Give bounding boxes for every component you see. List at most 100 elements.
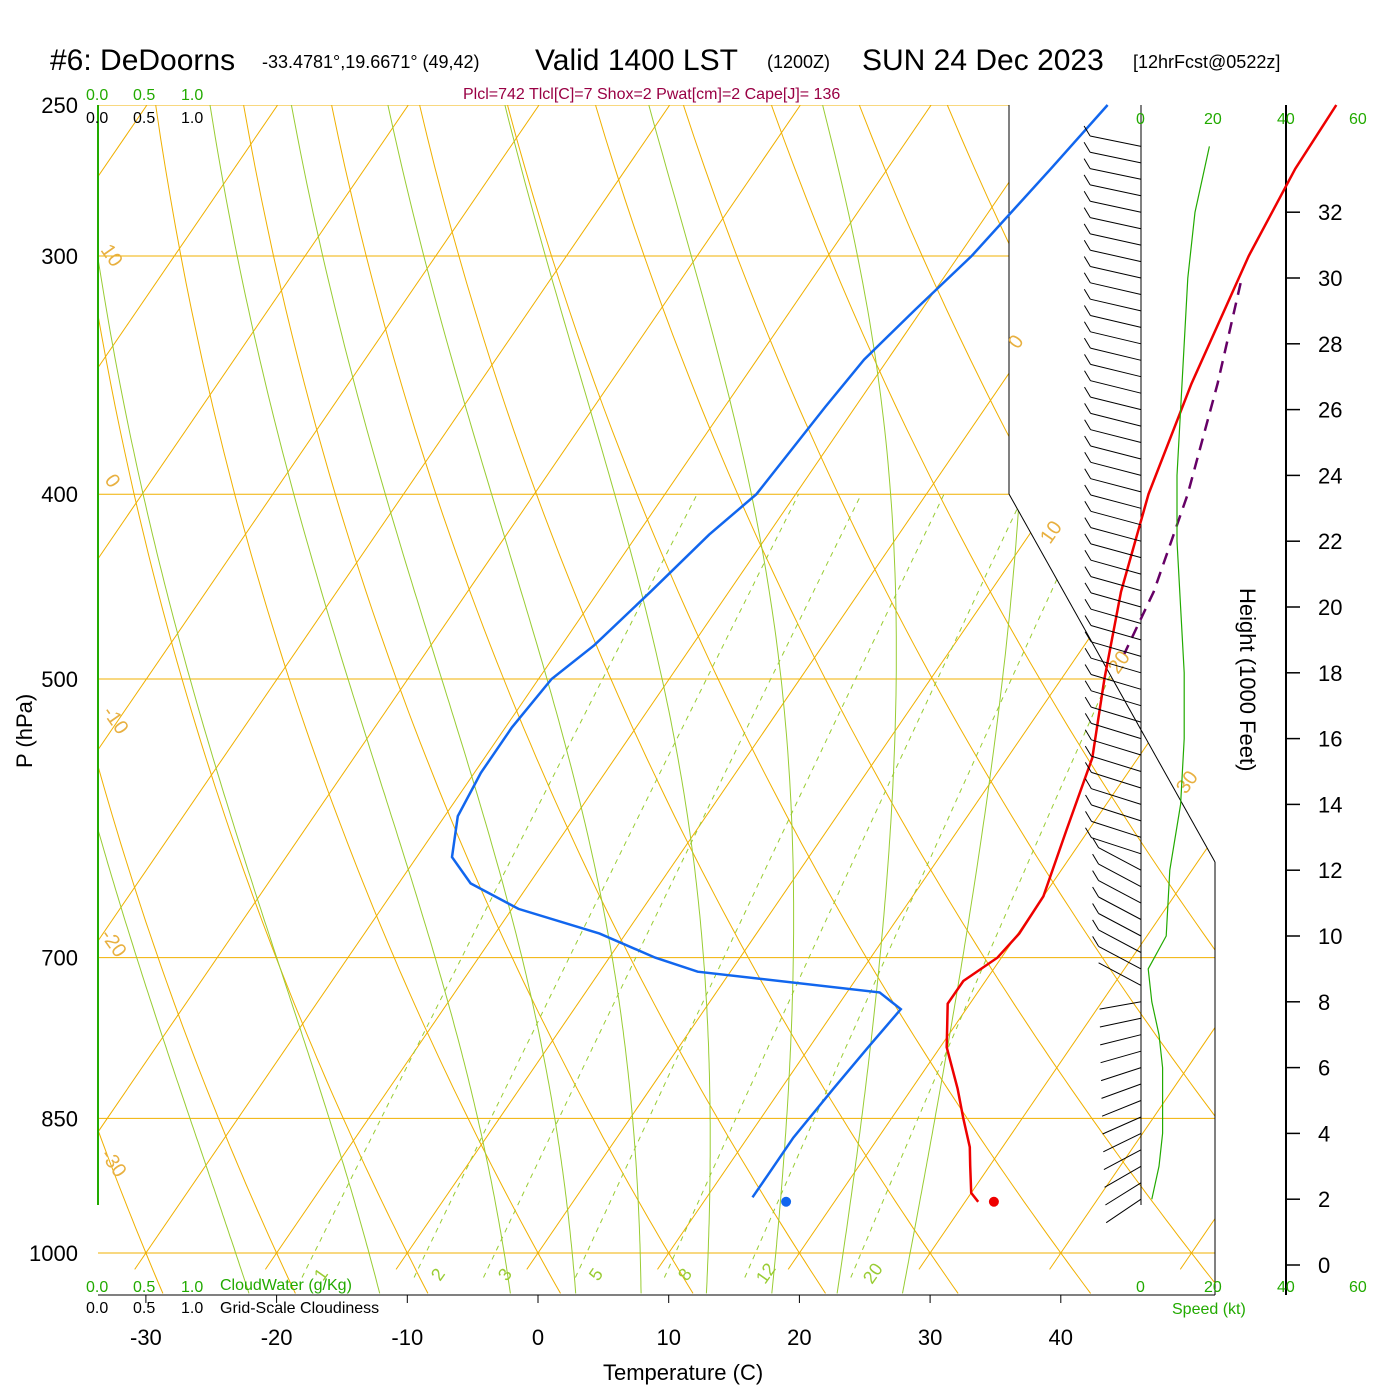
speed-label: Speed (kt)	[1172, 1301, 1246, 1318]
pressure-tick-label: 250	[41, 93, 78, 118]
dry-adiabat-line	[628, 105, 1215, 1294]
station-coords: -33.4781°,19.6671° (49,42)	[262, 52, 480, 72]
wind-barb-feather	[1084, 549, 1092, 561]
parcel-line	[1123, 282, 1242, 655]
pressure-tick-labels: 250 300 400 500 700 850 1000	[29, 93, 78, 1266]
temperature-tick-labels: -30 -20 -10 0 10 20 30 40	[130, 1295, 1073, 1350]
cloudiness-tick: 1.0	[181, 1300, 203, 1317]
cloudwater-tick: 0.5	[133, 1279, 155, 1296]
forecast-info: [12hrFcst@0522z]	[1133, 52, 1280, 72]
zulu-time: (1200Z)	[767, 52, 830, 72]
surface-temperature-dot	[988, 1196, 999, 1207]
wind-barb	[1090, 412, 1142, 427]
wind-barb	[1100, 1034, 1142, 1046]
dry-adiabat-line	[1289, 0, 1400, 1293]
wind-barb-feather	[1084, 647, 1092, 659]
x-axis-label: Temperature (C)	[603, 1360, 763, 1385]
temperature-tick-label: -10	[391, 1325, 423, 1350]
wind-barb	[1098, 945, 1142, 970]
wind-barb	[1089, 135, 1142, 147]
wind-barb	[1090, 380, 1142, 394]
wind-barb	[1100, 1050, 1142, 1064]
pressure-tick-label: 850	[41, 1106, 78, 1131]
wind-barb	[1090, 527, 1142, 542]
height-tick-label: 8	[1318, 990, 1330, 1015]
speed-scale-bottom: 0 20 40 60 Speed (kt)	[1136, 1279, 1367, 1318]
wind-barb	[1091, 722, 1142, 740]
wind-barb	[1089, 151, 1142, 164]
moist-adiabat-line	[822, 105, 897, 1294]
wind-barb-feather	[1092, 853, 1100, 865]
wind-barb	[1090, 625, 1142, 641]
wind-barb	[1102, 1116, 1142, 1135]
speed-scale-top: 0 20 40 60	[1136, 111, 1367, 128]
dry-adiabat-line	[545, 105, 1215, 1294]
isotherm-line	[98, 105, 144, 1270]
cloudiness-tick: 0.0	[86, 1300, 108, 1317]
wind-barb	[1089, 184, 1142, 197]
height-tick-label: 26	[1318, 398, 1342, 423]
wind-barb	[1104, 1165, 1142, 1188]
wind-barb-feather	[1084, 762, 1092, 773]
moist-adiabat-line	[648, 105, 795, 1294]
wind-barb-feather	[1085, 794, 1092, 806]
pressure-tick-label: 700	[41, 946, 78, 971]
isotherm-line	[0, 0, 12, 1269]
wind-barb	[1090, 641, 1142, 657]
height-tick-label: 6	[1318, 1056, 1330, 1081]
wind-barb-feather	[1084, 468, 1092, 479]
wind-barb	[1101, 1100, 1142, 1117]
wind-barb-feather	[1083, 174, 1091, 186]
stability-indices: Plcl=742 Tlcl[C]=7 Shox=2 Pwat[cm]=2 Cap…	[463, 86, 840, 103]
height-tick-label: 16	[1318, 727, 1342, 752]
height-tick-label: 2	[1318, 1187, 1330, 1212]
pressure-tick-label: 1000	[29, 1241, 78, 1266]
wind-barb-feather	[1083, 223, 1091, 235]
wind-barb	[1090, 200, 1142, 213]
forecast-date: SUN 24 Dec 2023	[862, 44, 1104, 77]
pressure-tick-label: 500	[41, 667, 78, 692]
wind-barb-feather	[1083, 272, 1091, 284]
wind-barb	[1098, 896, 1142, 920]
dry-adiabat-line	[0, 0, 30, 1293]
cloudwater-tick: 0.0	[86, 1279, 108, 1296]
dewpoint-line	[450, 104, 1109, 1199]
mixing-ratio-line	[413, 493, 800, 1278]
isotherm-line	[98, 105, 666, 1270]
wind-barb-feather	[1084, 631, 1092, 643]
speed-tick: 20	[1204, 111, 1222, 128]
cloud-scale-top: 0.0 0.5 1.0 0.0 0.5 1.0	[86, 87, 203, 127]
cloudwater-tick: 0.5	[133, 87, 155, 104]
wind-barb-feather	[1084, 517, 1092, 528]
speed-tick: 0	[1136, 111, 1145, 128]
wind-barb-feather	[1083, 321, 1091, 333]
cloudwater-tick: 1.0	[181, 87, 203, 104]
wind-barb-feather	[1084, 598, 1092, 610]
wind-barb	[1098, 913, 1142, 937]
wind-barb-feather	[1084, 354, 1091, 365]
isotherm-labels: 10 0 -10 -20 -30 0 10 20 30	[96, 240, 1203, 1181]
wind-barb	[1105, 1182, 1142, 1206]
mixing-ratio-line	[483, 493, 862, 1278]
wind-barb-feather	[1084, 566, 1092, 577]
isotherm-line	[657, 105, 1215, 1270]
cloud-scale-bottom: 0.0 0.5 1.0 CloudWater (g/Kg) 0.0 0.5 1.…	[86, 1277, 379, 1317]
temperature-tick-label: 40	[1049, 1325, 1073, 1350]
height-tick-label: 10	[1318, 924, 1342, 949]
isotherm-line	[98, 105, 536, 1270]
wind-barb	[1098, 929, 1142, 953]
station-title: #6: DeDoorns	[50, 44, 235, 77]
temperature-tick-label: 10	[656, 1325, 680, 1350]
speed-tick: 20	[1204, 1279, 1222, 1296]
dry-adiabat-line	[98, 105, 296, 1294]
isotherm-label: 0	[1004, 331, 1028, 353]
speed-tick: 60	[1349, 1279, 1367, 1296]
mixing-ratio-line	[850, 493, 1192, 1278]
wind-barb-feather	[1084, 664, 1092, 675]
plot-frame	[97, 105, 1287, 1296]
isotherm-line	[98, 105, 405, 1270]
isotherm-line	[98, 105, 928, 1270]
wind-barb	[1091, 690, 1142, 707]
height-tick-label: 14	[1318, 792, 1342, 817]
